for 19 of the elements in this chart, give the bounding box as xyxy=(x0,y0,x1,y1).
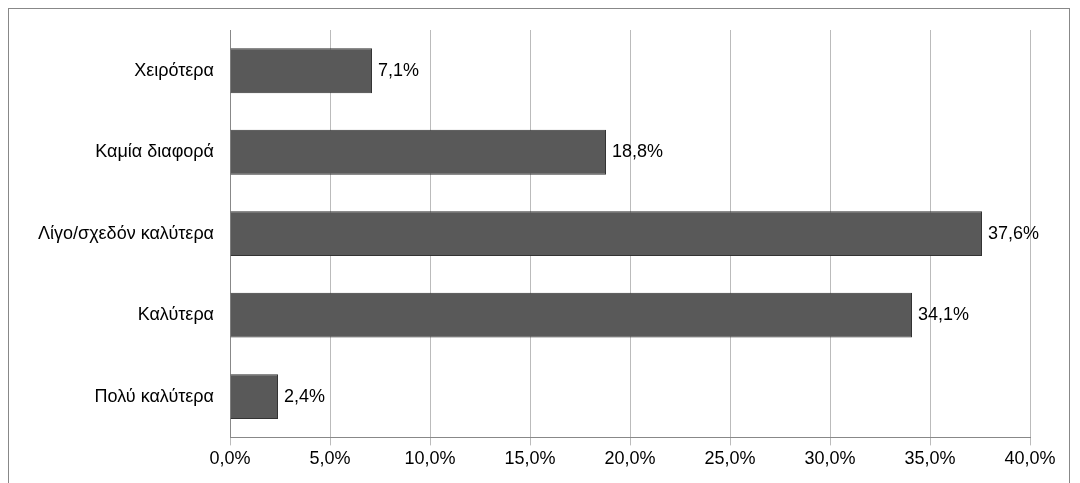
x-tick-label: 15,0% xyxy=(504,448,556,469)
data-label: 2,4% xyxy=(284,385,326,406)
x-tick-label: 20,0% xyxy=(604,448,656,469)
y-tick-label: Χειρότερα xyxy=(134,59,215,80)
x-tick-label: 0,0% xyxy=(209,448,251,469)
x-tick-label: 10,0% xyxy=(404,448,456,469)
data-label: 37,6% xyxy=(988,222,1040,243)
data-label: 18,8% xyxy=(612,141,664,162)
y-tick-label: Λίγο/σχεδόν καλύτερα xyxy=(38,222,215,243)
data-label: 34,1% xyxy=(918,304,970,325)
data-label: 7,1% xyxy=(378,59,420,80)
x-tick-label: 25,0% xyxy=(704,448,756,469)
y-tick-label: Καλύτερα xyxy=(137,304,215,325)
x-tick-label: 30,0% xyxy=(804,448,856,469)
y-tick-label: Καμία διαφορά xyxy=(95,141,215,162)
x-tick-label: 5,0% xyxy=(309,448,351,469)
y-tick-label: Πολύ καλύτερα xyxy=(94,385,215,406)
x-tick-label: 35,0% xyxy=(904,448,956,469)
x-tick-label: 40,0% xyxy=(1004,448,1056,469)
